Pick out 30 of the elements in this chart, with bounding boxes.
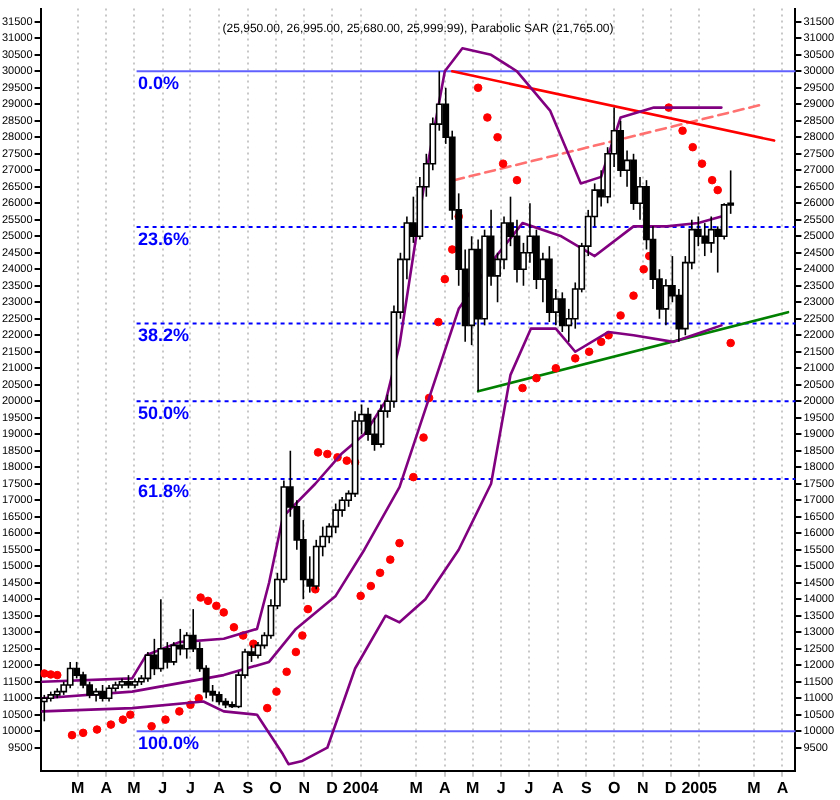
x-tick-label: J <box>158 778 168 797</box>
x-tick-label: S <box>581 778 594 797</box>
annotation: 50.0% <box>138 403 190 424</box>
x-tick-label: M <box>70 778 85 797</box>
x-tick-label: M <box>465 778 480 797</box>
x-tick-label: J <box>524 778 534 797</box>
x-tick-label: M <box>127 778 142 797</box>
x-tick-label: D <box>326 778 339 797</box>
x-tick-label: O <box>607 778 621 797</box>
x-tick-label: A <box>776 778 789 797</box>
x-tick-label: N <box>298 778 311 797</box>
x-tick-label: D <box>664 778 677 797</box>
annotation: 38.2% <box>138 325 190 346</box>
x-tick-label: J <box>496 778 506 797</box>
x-tick-label: A <box>213 778 226 797</box>
annotation: 100.0% <box>138 733 200 754</box>
annotation: 0.0% <box>138 73 180 94</box>
x-tick-label: A <box>551 778 564 797</box>
x-tick-label: N <box>637 778 649 797</box>
annotation: 23.6% <box>138 229 190 249</box>
x-tick-label: S <box>242 778 255 797</box>
x-tick-label: A <box>100 778 113 797</box>
x-tick-label: 2005 <box>681 778 719 797</box>
x-tick-label: A <box>439 778 452 797</box>
x-tick-label: J <box>185 778 195 797</box>
x-tick-label: M <box>747 778 762 797</box>
x-tick-label: O <box>269 778 282 797</box>
annotation: 61.8% <box>138 481 190 502</box>
x-tick-label: 2004 <box>342 778 380 797</box>
x-tick-label: M <box>409 778 424 797</box>
